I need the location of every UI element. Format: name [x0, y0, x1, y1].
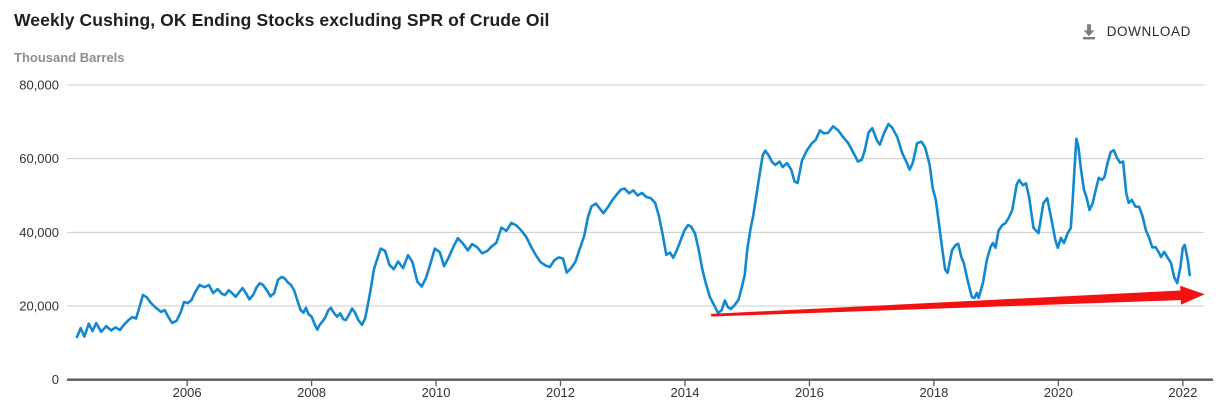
- x-tick-label-2016: 2016: [795, 385, 824, 400]
- download-button[interactable]: DOWNLOAD: [1078, 20, 1193, 42]
- y-axis-units-label: Thousand Barrels: [14, 50, 125, 65]
- y-tick-label-40000: 40,000: [19, 225, 59, 240]
- trend-arrow-annotation: [711, 285, 1205, 317]
- y-tick-label-0: 0: [52, 372, 59, 387]
- x-tick-label-2008: 2008: [297, 385, 326, 400]
- x-tick-label-2012: 2012: [546, 385, 575, 400]
- x-tick-label-2014: 2014: [671, 385, 700, 400]
- y-tick-label-60000: 60,000: [19, 151, 59, 166]
- stocks-line-series[interactable]: [75, 122, 1191, 339]
- chart-title: Weekly Cushing, OK Ending Stocks excludi…: [14, 10, 550, 30]
- y-tick-label-20000: 20,000: [19, 299, 59, 314]
- download-icon: [1080, 22, 1098, 40]
- x-tick-label-2018: 2018: [919, 385, 948, 400]
- y-tick-label-80000: 80,000: [19, 78, 59, 93]
- x-tick-label-2006: 2006: [173, 385, 202, 400]
- x-tick-label-2010: 2010: [422, 385, 451, 400]
- x-tick-label-2020: 2020: [1044, 385, 1073, 400]
- download-button-label: DOWNLOAD: [1106, 23, 1191, 39]
- x-tick-label-2022: 2022: [1168, 385, 1197, 400]
